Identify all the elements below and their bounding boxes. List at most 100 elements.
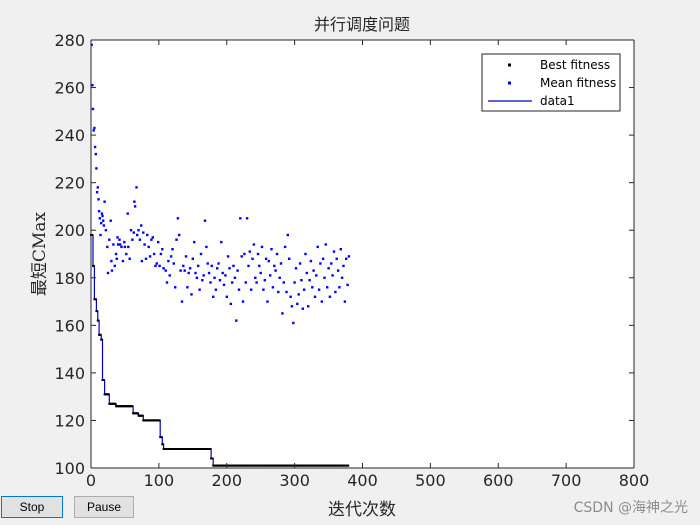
mean-fitness-point [339,248,342,251]
best-fitness-point [94,298,97,301]
mean-fitness-point [144,257,148,260]
mean-fitness-point [199,252,203,256]
mean-fitness-point [338,286,341,289]
mean-fitness-point [323,276,326,279]
mean-fitness-point [116,236,119,239]
mean-fitness-point [269,274,272,277]
mean-fitness-point [309,259,313,263]
mean-fitness-point [313,295,317,298]
mean-fitness-point [221,271,224,275]
mean-fitness-point [301,307,304,310]
mean-fitness-point [347,255,351,258]
mean-fitness-point [95,167,98,170]
mean-fitness-point [275,252,279,256]
best-fitness-point [107,393,110,396]
mean-fitness-point [342,264,345,268]
mean-fitness-point [97,198,100,201]
mean-fitness-point [264,257,268,260]
stop-button[interactable]: Stop [1,496,63,518]
mean-fitness-point [109,219,112,222]
mean-fitness-point [131,238,134,241]
mean-fitness-point [120,245,123,249]
mean-fitness-point [271,286,275,289]
mean-fitness-point [195,276,199,279]
mean-fitness-point [133,205,137,208]
mean-fitness-point [321,257,325,260]
mean-fitness-point [279,262,283,265]
mean-fitness-point [194,271,197,275]
best-fitness-point [97,319,100,322]
mean-fitness-point [205,245,208,249]
mean-fitness-point [121,259,125,263]
mean-fitness-point [99,233,102,237]
y-tick-label: 260 [54,79,85,98]
mean-fitness-point [312,269,315,272]
mean-fitness-point [277,290,280,294]
y-tick-label: 160 [54,316,85,335]
mean-fitness-point [136,233,139,237]
best-fitness-point [347,464,350,467]
mean-fitness-point [334,290,337,294]
mean-fitness-point [108,238,111,241]
best-fitness-point [102,379,105,381]
mean-fitness-point [93,145,97,149]
mean-fitness-point [167,259,170,263]
best-fitness-point [114,402,117,405]
mean-fitness-point [307,305,310,308]
mean-fitness-point [229,302,232,306]
mean-fitness-point [228,267,231,270]
y-tick-label: 140 [54,364,85,383]
best-fitness-point [99,333,102,336]
mean-fitness-point [302,288,306,291]
mean-fitness-point [273,264,276,268]
mean-fitness-point [330,262,333,265]
chart-title: 并行调度问题 [314,15,410,34]
mean-fitness-point [123,245,127,249]
x-tick-label: 400 [347,471,378,490]
mean-fitness-point [117,243,120,246]
mean-fitness-point [179,269,182,272]
mean-fitness-point [262,288,265,291]
mean-fitness-point [217,262,220,265]
best-fitness-point [160,436,163,439]
mean-fitness-point [103,200,106,203]
mean-fitness-point [165,281,169,284]
mean-fitness-point [182,264,185,268]
mean-fitness-point [212,295,215,298]
mean-fitness-point [282,281,285,284]
mean-fitness-point [119,243,122,246]
mean-fitness-point [240,255,243,258]
mean-fitness-point [97,210,101,213]
mean-fitness-point [263,279,266,282]
mean-fitness-point [169,255,173,258]
pause-button[interactable]: Pause [74,496,134,518]
mean-fitness-point [292,321,295,325]
mean-fitness-point [255,281,258,284]
mean-fitness-point [252,243,256,246]
mean-fitness-point [104,229,108,232]
y-axis-label: 最短CMax [30,212,50,297]
watermark: CSDN @海神之光 [573,500,688,516]
mean-fitness-point [90,43,93,46]
best-fitness-point [141,414,144,417]
mean-fitness-point [206,262,209,265]
mean-fitness-point [305,271,308,275]
mean-fitness-point [225,295,228,298]
mean-fitness-point [308,279,311,282]
best-fitness-point [91,234,94,236]
mean-fitness-point [161,248,164,251]
best-fitness-point [158,419,161,422]
mean-fitness-point [213,276,216,279]
mean-fitness-point [281,312,284,315]
best-fitness-point [209,448,212,450]
mean-fitness-point [178,233,181,237]
mean-fitness-point [191,257,194,260]
y-tick-label: 240 [54,126,85,145]
x-tick-label: 800 [619,471,650,490]
mean-fitness-point [152,252,156,256]
mean-fitness-point [110,269,114,272]
mean-fitness-point [266,300,269,303]
mean-fitness-point [274,269,277,272]
mean-fitness-point [176,217,180,220]
mean-fitness-point [250,288,253,291]
